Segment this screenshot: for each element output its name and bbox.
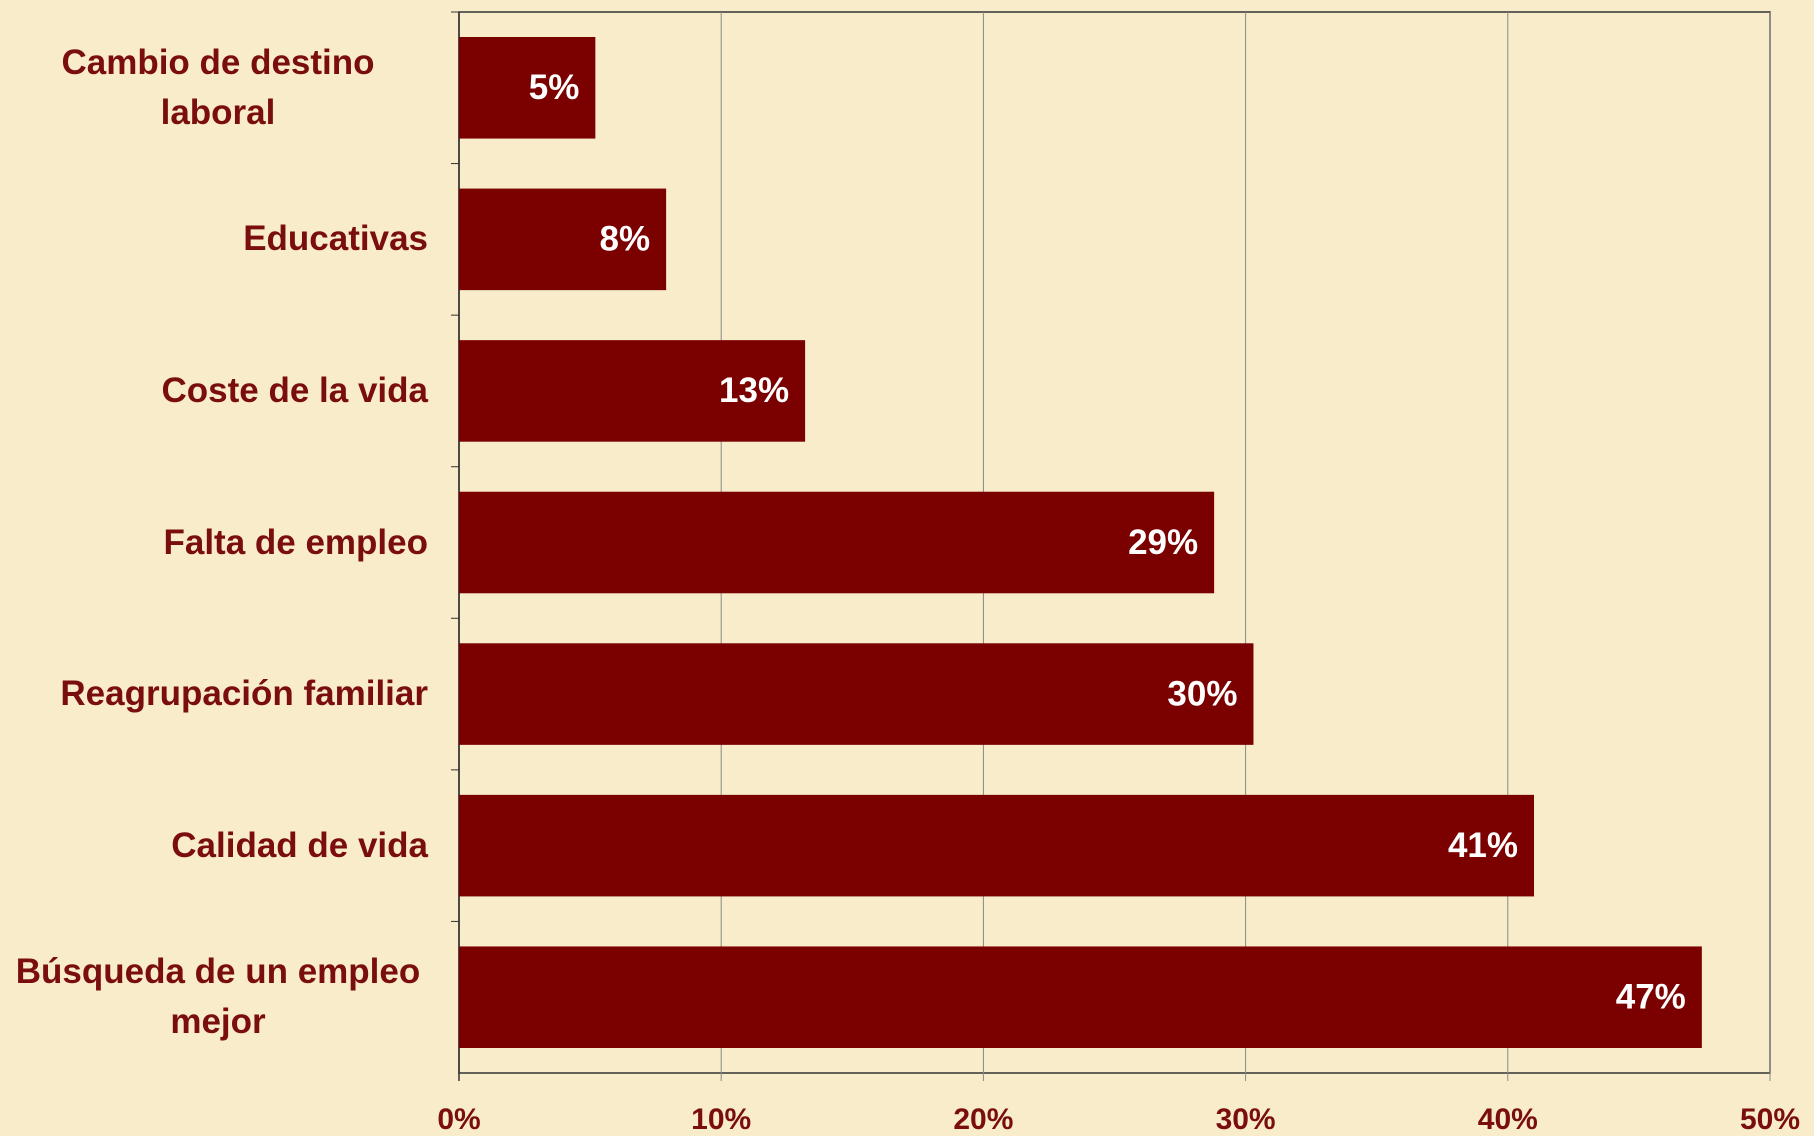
category-label-box: Falta de empleo <box>0 518 428 568</box>
value-label: 13% <box>719 371 789 410</box>
category-label-box: Cambio de destino laboral <box>0 38 428 138</box>
y-tick-label: Coste de la vida <box>161 370 428 410</box>
y-tick-label: Calidad de vida <box>171 825 428 865</box>
x-tick-label: 20% <box>953 1103 1013 1136</box>
y-tick-label: Búsqueda de un empleo mejor <box>15 952 421 1042</box>
category-label-box: Calidad de vida <box>0 821 428 871</box>
value-label: 47% <box>1616 977 1686 1016</box>
x-tick-label: 50% <box>1740 1103 1800 1136</box>
category-label-box: Reagrupación familiar <box>0 669 428 719</box>
value-label: 8% <box>600 220 651 259</box>
category-label-box: Búsqueda de un empleo mejor <box>0 947 428 1047</box>
y-tick-label: Falta de empleo <box>163 522 428 562</box>
bar <box>459 188 667 291</box>
x-tick-label: 30% <box>1216 1103 1276 1136</box>
x-tick-label: 40% <box>1478 1103 1538 1136</box>
x-tick-label: 0% <box>437 1103 480 1136</box>
category-label-box: Educativas <box>0 214 428 264</box>
value-label: 5% <box>529 68 580 107</box>
y-tick-label: Cambio de destino laboral <box>61 42 375 132</box>
y-tick-label: Educativas <box>243 219 428 259</box>
x-tick-label: 10% <box>691 1103 751 1136</box>
bar <box>459 340 806 442</box>
bar <box>459 643 1254 745</box>
value-label: 29% <box>1128 523 1198 562</box>
bar <box>459 37 596 139</box>
bar <box>459 946 1702 1048</box>
y-tick-label: Reagrupación familiar <box>60 674 428 714</box>
bar <box>459 794 1535 897</box>
value-label: 41% <box>1448 826 1518 865</box>
value-label: 30% <box>1167 674 1237 713</box>
category-label-box: Coste de la vida <box>0 366 428 416</box>
bar <box>459 491 1215 594</box>
